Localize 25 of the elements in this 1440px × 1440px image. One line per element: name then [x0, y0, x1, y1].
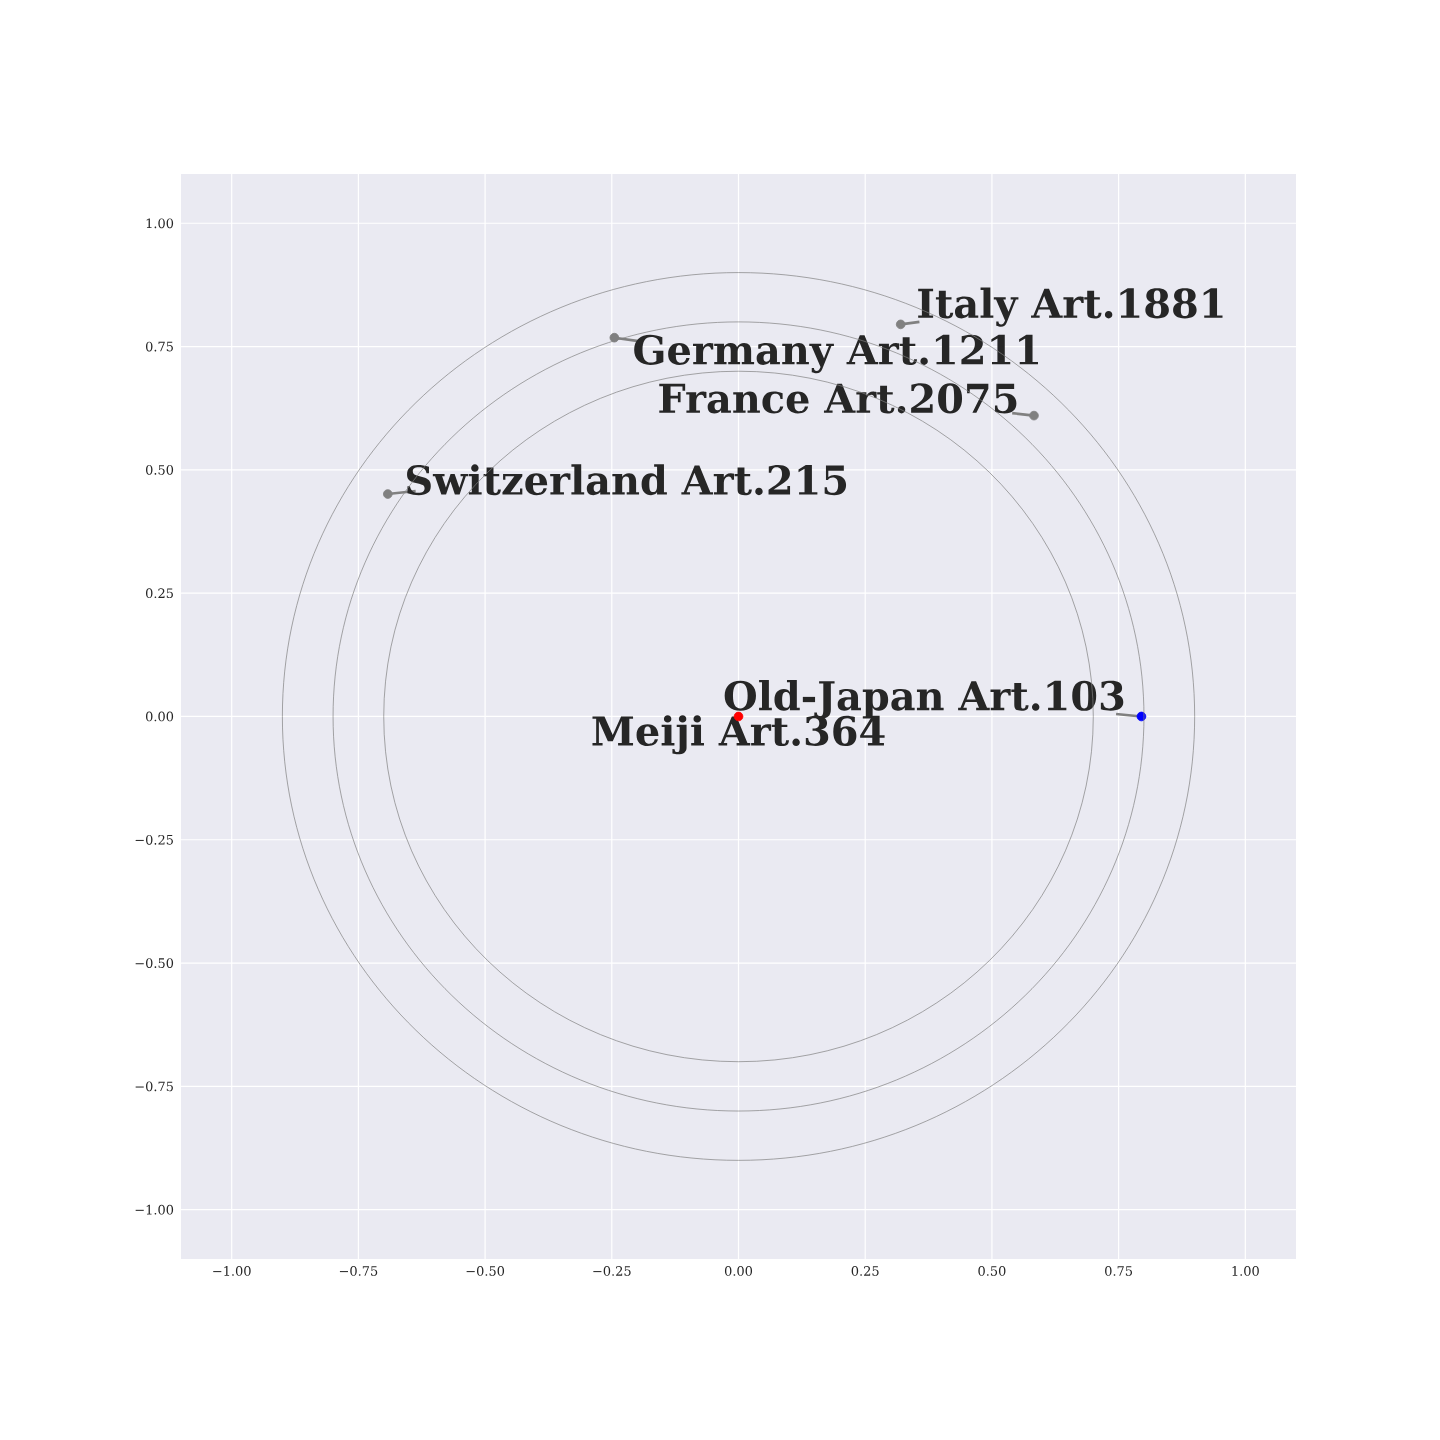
annotation: France Art.2075: [659, 383, 1017, 414]
x-tick-label: −0.75: [339, 1266, 378, 1276]
y-tick-label: 0.25: [145, 588, 173, 599]
y-tick-label: 0.75: [145, 341, 173, 352]
y-tick-label: −1.00: [135, 1204, 174, 1215]
annotation: Switzerland Art.215: [407, 464, 847, 496]
x-tick-label: 0.50: [978, 1266, 1006, 1276]
annotation: Germany Art.1211: [634, 334, 1038, 374]
x-tick-label: −1.00: [213, 1266, 251, 1276]
x-tick-label: 0.00: [724, 1266, 753, 1276]
y-tick-label: 0.50: [145, 464, 174, 475]
y-tick-label: −0.50: [135, 958, 174, 968]
point: [895, 319, 906, 330]
y-tick-label: 0.00: [145, 711, 174, 722]
y-tick-label: 1.00: [146, 218, 174, 229]
y-tick-label: −0.25: [135, 834, 173, 845]
x-tick-label: 0.75: [1105, 1266, 1133, 1276]
point: [383, 489, 393, 499]
x-tick-label: 1.00: [1232, 1266, 1259, 1276]
x-tick-label: −0.50: [466, 1266, 505, 1276]
point: [1029, 410, 1039, 421]
x-tick-label: −0.25: [593, 1266, 631, 1276]
x-tick-label: 0.25: [851, 1266, 879, 1276]
annotation: Italy Art.1881: [918, 287, 1223, 327]
y-tick-label: −0.75: [135, 1081, 173, 1092]
